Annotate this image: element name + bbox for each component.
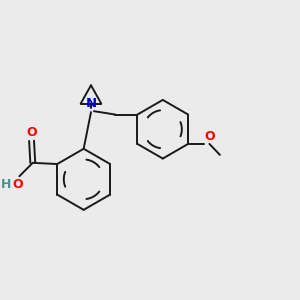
Text: O: O bbox=[26, 126, 37, 139]
Text: O: O bbox=[205, 130, 215, 143]
Text: N: N bbox=[85, 97, 97, 110]
Text: O: O bbox=[13, 178, 23, 191]
Text: H: H bbox=[1, 178, 11, 191]
